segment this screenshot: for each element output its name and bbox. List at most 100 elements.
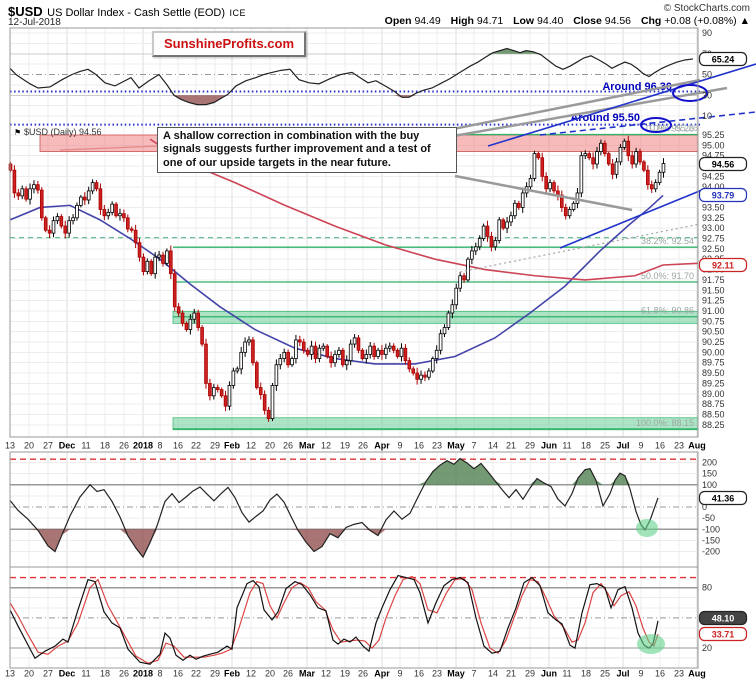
chg-label: Chg: [640, 15, 662, 27]
chg-value: +0.08 (+0.08%): [664, 15, 737, 27]
svg-text:May: May: [447, 441, 465, 451]
svg-text:9: 9: [638, 441, 643, 451]
low-label: Low: [513, 15, 535, 27]
svg-text:13: 13: [5, 441, 15, 451]
ticker-symbol: $USD: [8, 4, 43, 19]
svg-text:0.0%: 95.26: 0.0%: 95.26: [650, 123, 698, 133]
svg-text:May: May: [447, 669, 465, 679]
up-arrow-icon: ▲: [739, 15, 750, 27]
svg-text:18: 18: [581, 441, 591, 451]
logo-text: SunshineProfits.com: [164, 36, 295, 51]
svg-text:Jun: Jun: [541, 441, 557, 451]
svg-text:89.50: 89.50: [702, 368, 725, 378]
svg-text:0: 0: [702, 502, 707, 512]
svg-text:90: 90: [702, 28, 712, 38]
svg-text:$USD (Daily) 94.56: $USD (Daily) 94.56: [24, 127, 102, 137]
svg-text:11: 11: [81, 669, 90, 679]
svg-text:26: 26: [283, 441, 293, 451]
svg-text:48.10: 48.10: [712, 614, 735, 624]
svg-text:14: 14: [488, 441, 498, 451]
svg-text:16: 16: [173, 669, 183, 679]
svg-text:88.25: 88.25: [702, 420, 725, 430]
svg-text:Dec: Dec: [59, 669, 76, 679]
svg-text:-100: -100: [702, 524, 720, 534]
svg-text:26: 26: [119, 441, 129, 451]
svg-text:11: 11: [562, 441, 571, 451]
svg-text:25: 25: [600, 441, 610, 451]
svg-text:92.50: 92.50: [702, 244, 725, 254]
svg-text:95.25: 95.25: [702, 130, 725, 140]
svg-text:Jul: Jul: [616, 669, 629, 679]
svg-text:19: 19: [340, 441, 350, 451]
svg-text:26: 26: [283, 669, 293, 679]
svg-text:89.00: 89.00: [702, 389, 725, 399]
svg-text:61.8%: 90.86: 61.8%: 90.86: [641, 306, 694, 316]
svg-text:8: 8: [157, 441, 162, 451]
svg-text:94.56: 94.56: [712, 160, 735, 170]
svg-text:89.25: 89.25: [702, 378, 725, 388]
svg-text:20: 20: [702, 643, 712, 653]
svg-text:Aug: Aug: [688, 669, 706, 679]
svg-text:95.00: 95.00: [702, 140, 725, 150]
svg-text:80: 80: [702, 583, 712, 593]
high-label: High: [450, 15, 474, 27]
svg-text:Aug: Aug: [688, 441, 706, 451]
chart-date: 12-Jul-2018: [8, 17, 61, 28]
svg-text:100.0%: 88.15: 100.0%: 88.15: [636, 418, 694, 428]
svg-text:Apr: Apr: [374, 669, 390, 679]
svg-text:18: 18: [100, 441, 110, 451]
svg-text:30: 30: [702, 90, 712, 100]
analyst-annotation-box: A shallow correction in combination with…: [157, 127, 457, 174]
svg-text:12: 12: [246, 441, 256, 451]
close-label: Close: [573, 15, 602, 27]
high-value: 94.71: [476, 15, 504, 27]
svg-text:29: 29: [525, 669, 535, 679]
svg-text:91.50: 91.50: [702, 285, 725, 295]
svg-text:92.11: 92.11: [712, 261, 734, 271]
svg-text:⚑: ⚑: [14, 128, 21, 137]
svg-text:92.75: 92.75: [702, 234, 725, 244]
svg-text:9: 9: [638, 669, 643, 679]
close-value: 94.56: [604, 15, 632, 27]
svg-text:29: 29: [210, 441, 220, 451]
svg-text:23: 23: [674, 669, 684, 679]
svg-text:94.75: 94.75: [702, 151, 725, 161]
sunshineprofits-logo[interactable]: SunshineProfits.com: [152, 31, 307, 57]
svg-text:65.24: 65.24: [712, 55, 735, 65]
svg-text:22: 22: [191, 441, 201, 451]
svg-text:-150: -150: [702, 535, 720, 545]
svg-text:12: 12: [246, 669, 256, 679]
svg-text:20: 20: [265, 669, 275, 679]
svg-text:89.75: 89.75: [702, 358, 725, 368]
svg-text:9: 9: [397, 669, 402, 679]
svg-text:150: 150: [702, 469, 717, 479]
svg-text:94.00: 94.00: [702, 182, 725, 192]
open-value: 94.49: [414, 15, 441, 27]
svg-text:93.25: 93.25: [702, 213, 725, 223]
svg-text:27: 27: [43, 441, 53, 451]
svg-text:22: 22: [191, 669, 201, 679]
svg-text:93.00: 93.00: [702, 223, 725, 233]
svg-text:90.00: 90.00: [702, 347, 725, 357]
svg-text:50: 50: [702, 70, 712, 80]
svg-text:38.2%: 92.54: 38.2%: 92.54: [641, 236, 694, 246]
svg-text:18: 18: [100, 669, 110, 679]
svg-text:13: 13: [5, 669, 15, 679]
svg-text:20: 20: [24, 441, 34, 451]
svg-text:Apr: Apr: [374, 441, 390, 451]
svg-text:50.0%: 91.70: 50.0%: 91.70: [641, 271, 694, 281]
svg-text:Feb: Feb: [224, 669, 241, 679]
svg-text:26: 26: [358, 441, 368, 451]
svg-text:-50: -50: [702, 513, 715, 523]
svg-text:26: 26: [358, 669, 368, 679]
svg-text:23: 23: [432, 441, 442, 451]
svg-text:21: 21: [506, 441, 516, 451]
low-value: 94.40: [537, 15, 564, 27]
svg-text:100: 100: [702, 480, 717, 490]
svg-text:2018: 2018: [133, 669, 153, 679]
svg-text:23: 23: [432, 669, 442, 679]
svg-text:29: 29: [210, 669, 220, 679]
svg-text:Dec: Dec: [59, 441, 76, 451]
svg-text:8: 8: [157, 669, 162, 679]
svg-text:26: 26: [119, 669, 129, 679]
